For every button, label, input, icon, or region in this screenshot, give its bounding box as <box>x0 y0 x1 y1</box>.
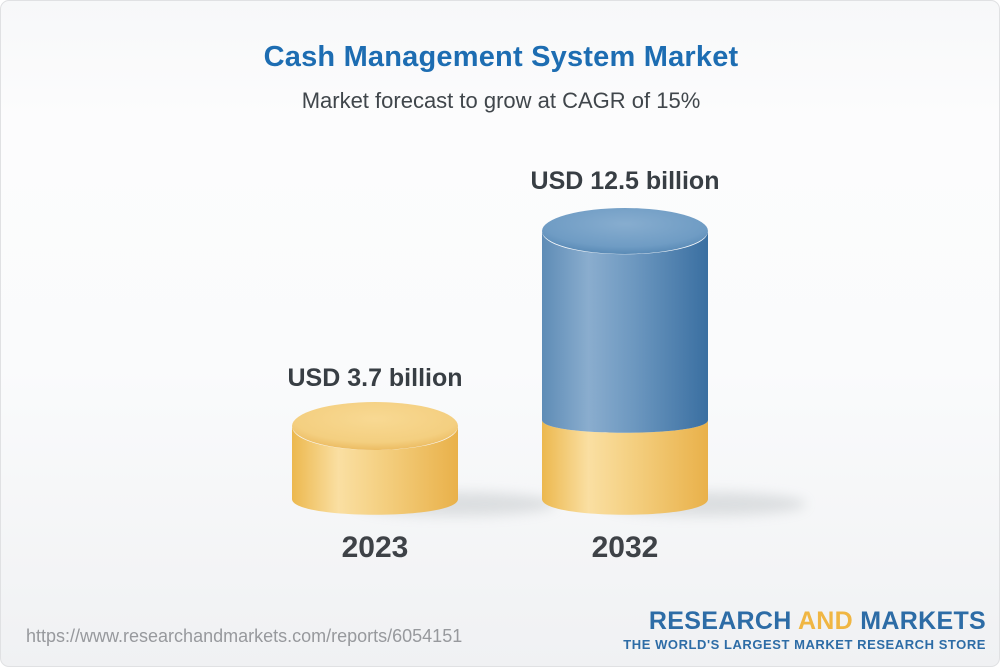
report-url-link[interactable]: https://www.researchandmarkets.com/repor… <box>26 626 463 646</box>
bar-2032-base-segment <box>542 420 708 515</box>
footer: https://www.researchandmarkets.com/repor… <box>1 596 999 666</box>
chart-subtitle: Market forecast to grow at CAGR of 15% <box>301 88 701 113</box>
bar-2032-growth-segment <box>542 231 708 433</box>
year-label-2023: 2023 <box>342 531 409 564</box>
logo-word-markets: MARKETS <box>860 606 986 635</box>
logo-wordmark: RESEARCH AND MARKETS <box>623 608 986 634</box>
page-title: Cash Management System Market <box>263 41 739 73</box>
logo-tagline: THE WORLD'S LARGEST MARKET RESEARCH STOR… <box>623 637 986 652</box>
value-label-2023: USD 3.7 billion <box>287 364 462 392</box>
bar-2032-cylinder <box>542 208 708 515</box>
value-label-2032: USD 12.5 billion <box>531 167 720 195</box>
chart-header: Cash Management System Market Market for… <box>1 41 999 114</box>
research-and-markets-logo: RESEARCH AND MARKETS THE WORLD'S LARGEST… <box>623 608 986 652</box>
logo-word-and: AND <box>797 606 854 635</box>
year-label-2032: 2032 <box>592 531 659 564</box>
logo-word-research: RESEARCH <box>648 606 792 635</box>
bar-2023-cylinder <box>292 402 458 515</box>
